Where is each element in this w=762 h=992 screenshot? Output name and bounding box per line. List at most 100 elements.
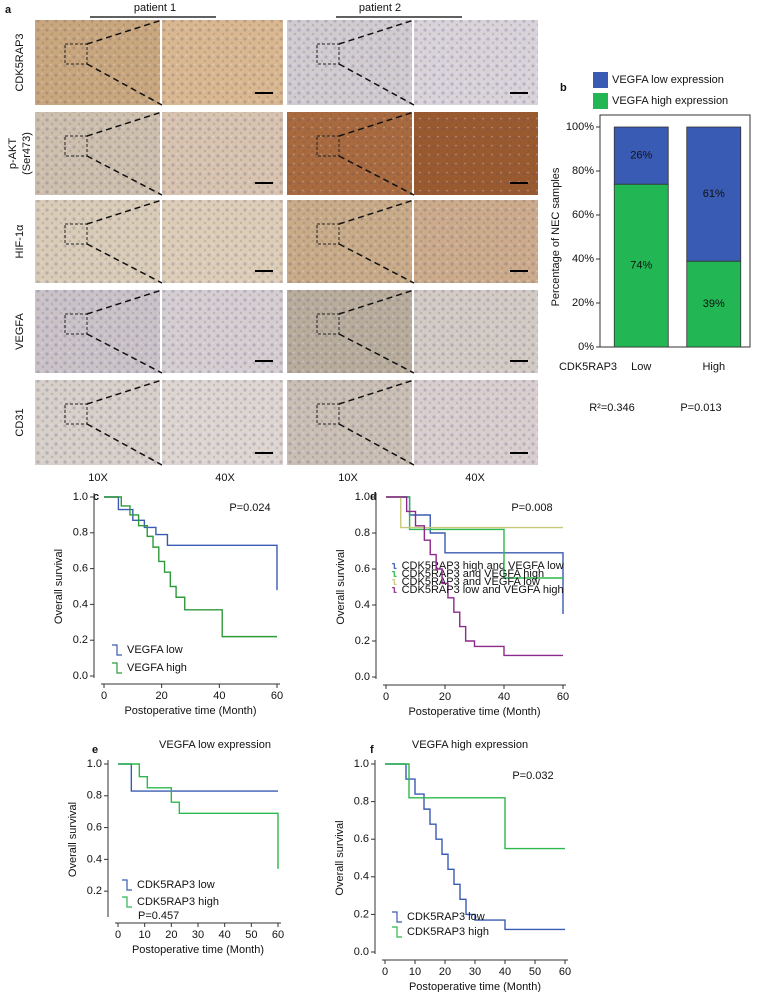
- zoom-box: [316, 135, 340, 157]
- panel-label: b: [560, 82, 567, 94]
- zoom-line: [338, 333, 415, 374]
- zoom-line: [338, 199, 415, 225]
- plot-frame: [599, 114, 751, 348]
- y-tick-label: 0.6: [87, 821, 102, 833]
- annotation: P=0.013: [680, 402, 721, 414]
- x-tick-label: 0: [101, 690, 107, 702]
- micrograph-texture: [35, 200, 160, 283]
- legend-icon: [392, 563, 397, 569]
- annotation: P=0.024: [229, 502, 270, 514]
- x-tick-label: 20: [439, 966, 451, 978]
- x-axis-label: Postoperative time (Month): [408, 706, 540, 718]
- legend-icon: [392, 587, 397, 593]
- zoom-line: [86, 379, 163, 405]
- micrograph-texture: [414, 380, 538, 465]
- magnification: 40X: [465, 472, 485, 484]
- x-tick-label: 0: [382, 966, 388, 978]
- zoom-line: [86, 19, 163, 45]
- x-tick-label: 20: [439, 691, 451, 703]
- x-tick-label: 0: [383, 691, 389, 703]
- x-tick-label: 10: [409, 966, 421, 978]
- x-tick-label: 40: [213, 690, 225, 702]
- panel-label: a: [5, 4, 12, 16]
- annotation: P=0.032: [512, 770, 553, 782]
- legend-label: CDK5RAP3 and VEGFA high: [402, 568, 544, 580]
- legend-label: VEGFA low expression: [612, 74, 724, 86]
- value-label: 74%: [630, 260, 652, 272]
- row-label: HIF-1α: [14, 224, 26, 259]
- x-tick-label: 40: [219, 929, 231, 941]
- x-tick-label: 0: [115, 929, 121, 941]
- y-tick-label: 1.0: [87, 758, 102, 770]
- chart-title: VEGFA low expression: [159, 739, 271, 751]
- zoom-line: [338, 19, 415, 45]
- x-tick-label: 30: [469, 966, 481, 978]
- legend-label: VEGFA low: [127, 644, 183, 656]
- y-tick-label: 0.6: [355, 563, 370, 575]
- x-axis-label: Postoperative time (Month): [124, 705, 256, 717]
- row-label: CD31: [14, 408, 26, 436]
- x-tick-label: 60: [557, 691, 569, 703]
- x-tick-label: 60: [271, 690, 283, 702]
- y-tick-label: 0.2: [355, 635, 370, 647]
- micrograph-texture: [162, 20, 283, 105]
- legend-label: CDK5RAP3 low: [137, 879, 215, 891]
- bar-segment: [613, 183, 669, 348]
- legend-label: CDK5RAP3 and VEGFA low: [402, 576, 540, 588]
- legend-label: CDK5RAP3 high: [137, 896, 219, 908]
- survival-curve: [385, 763, 565, 850]
- survival-curve: [104, 496, 278, 591]
- y-tick-label: 0.8: [355, 527, 370, 539]
- legend-label: CDK5RAP3 high: [407, 926, 489, 938]
- zoom-box: [316, 223, 340, 245]
- y-axis-label: Overall survival: [67, 802, 79, 877]
- zoom-box: [64, 313, 88, 335]
- row-label: (Ser473): [21, 132, 33, 175]
- zoom-box: [64, 223, 88, 245]
- x-tick-label: 50: [245, 929, 257, 941]
- y-tick-label: 100%: [566, 121, 594, 133]
- patient-label: patient 2: [359, 2, 401, 14]
- row-label: VEGFA: [14, 313, 26, 350]
- y-axis-label: Overall survival: [335, 549, 347, 624]
- y-tick-label: 0.2: [87, 885, 102, 897]
- x-tick-label: 40: [498, 691, 510, 703]
- x-axis-label: Postoperative time (Month): [132, 944, 264, 956]
- annotation: R²=0.346: [589, 402, 635, 414]
- zoom-line: [86, 243, 163, 284]
- zoom-line: [86, 199, 163, 225]
- y-tick-label: 40%: [572, 253, 594, 265]
- y-tick-label: 1.0: [73, 491, 88, 503]
- y-tick-label: 0.2: [354, 908, 369, 920]
- zoom-line: [86, 423, 163, 466]
- y-tick-label: 0.8: [354, 796, 369, 808]
- micrograph-texture: [35, 20, 160, 105]
- zoom-box: [64, 403, 88, 425]
- survival-curve: [386, 496, 563, 657]
- micrograph-texture: [414, 290, 538, 373]
- y-tick-label: 20%: [572, 297, 594, 309]
- legend-icon: [112, 662, 122, 674]
- y-tick-label: 0.4: [73, 598, 88, 610]
- survival-curve: [118, 763, 278, 792]
- micrograph-texture: [35, 380, 160, 465]
- legend-icon: [392, 926, 402, 938]
- patient-label: patient 1: [134, 2, 176, 14]
- x-tick-label: High: [702, 361, 725, 373]
- zoom-line: [338, 379, 415, 405]
- x-tick-label: 50: [529, 966, 541, 978]
- micrograph-texture: [162, 200, 283, 283]
- legend-swatch: [593, 93, 608, 109]
- chart-title: VEGFA high expression: [412, 739, 528, 751]
- y-tick-label: 0.2: [73, 634, 88, 646]
- y-tick-label: 0.6: [73, 563, 88, 575]
- y-tick-label: 0.0: [355, 671, 370, 683]
- zoom-line: [86, 155, 163, 196]
- zoom-line: [86, 333, 163, 374]
- survival-curve: [385, 763, 565, 931]
- micrograph-texture: [35, 112, 160, 195]
- legend-icon: [392, 579, 397, 585]
- y-tick-label: 1.0: [354, 758, 369, 770]
- y-axis-label: Overall survival: [334, 820, 346, 895]
- legend-icon: [392, 911, 402, 923]
